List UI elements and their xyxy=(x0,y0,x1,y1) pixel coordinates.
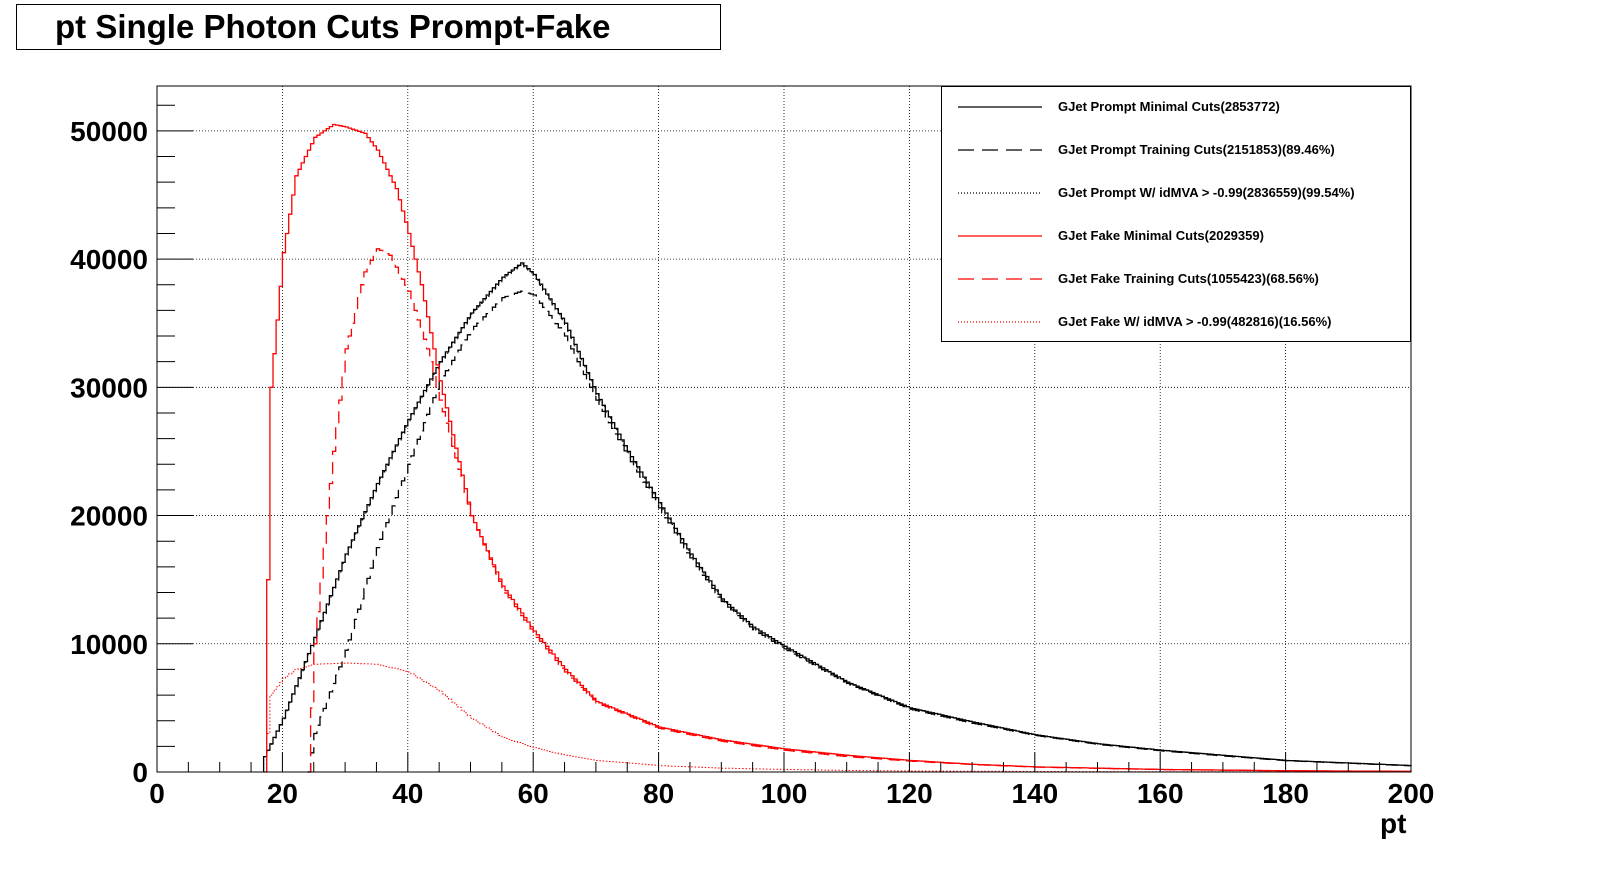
legend-item: GJet Fake W/ idMVA > -0.99(482816)(16.56… xyxy=(942,312,1410,332)
x-tick-label: 20 xyxy=(267,778,298,809)
x-tick-label: 0 xyxy=(149,778,165,809)
x-tick-label: 60 xyxy=(518,778,549,809)
legend-swatch xyxy=(958,149,1042,151)
chart-title: pt Single Photon Cuts Prompt-Fake xyxy=(55,8,611,45)
legend-label: GJet Fake W/ idMVA > -0.99(482816)(16.56… xyxy=(1058,314,1332,329)
axes-layer: 0 20 40 60 80 100 120 140 160 180 200 0 10000 20000 30… xyxy=(70,104,1435,809)
x-tick-label: 40 xyxy=(392,778,423,809)
legend-label: GJet Fake Minimal Cuts(2029359) xyxy=(1058,228,1264,243)
series-line-4 xyxy=(307,248,1411,773)
legend-label: GJet Fake Training Cuts(1055423)(68.56%) xyxy=(1058,271,1319,286)
y-tick-label: 0 xyxy=(132,757,148,788)
x-axis-label: pt xyxy=(1380,808,1407,839)
series-line-3 xyxy=(263,123,1412,773)
series-line-1 xyxy=(307,290,1412,773)
x-tick-label: 160 xyxy=(1137,778,1184,809)
x-tick-label: 180 xyxy=(1262,778,1309,809)
series-layer xyxy=(262,123,1412,773)
legend-label: GJet Prompt Training Cuts(2151853)(89.46… xyxy=(1058,142,1335,157)
x-tick-label: 80 xyxy=(643,778,674,809)
legend-label: GJet Prompt Minimal Cuts(2853772) xyxy=(1058,99,1280,114)
y-tick-label: 50000 xyxy=(70,116,148,147)
legend-label: GJet Prompt W/ idMVA > -0.99(2836559)(99… xyxy=(1058,185,1355,200)
legend-swatch xyxy=(958,235,1042,237)
x-tick-label: 120 xyxy=(886,778,933,809)
legend-swatch xyxy=(958,321,1042,323)
series-line-2 xyxy=(263,263,1412,772)
legend: GJet Prompt Minimal Cuts(2853772) GJet Pr… xyxy=(941,86,1411,342)
y-tick-label: 40000 xyxy=(70,244,148,275)
y-tick-label: 30000 xyxy=(70,372,148,403)
legend-swatch xyxy=(958,106,1042,108)
legend-item: GJet Prompt Minimal Cuts(2853772) xyxy=(942,97,1410,117)
legend-swatch xyxy=(958,192,1042,194)
x-tick-label: 200 xyxy=(1388,778,1435,809)
series-line-5 xyxy=(263,662,1411,773)
legend-swatch xyxy=(958,278,1042,280)
legend-item: GJet Fake Minimal Cuts(2029359) xyxy=(942,226,1410,246)
chart-title-box: pt Single Photon Cuts Prompt-Fake xyxy=(16,4,721,50)
x-tick-label: 100 xyxy=(761,778,808,809)
legend-item: GJet Fake Training Cuts(1055423)(68.56%) xyxy=(942,269,1410,289)
y-tick-label: 10000 xyxy=(70,629,148,660)
y-tick-label: 20000 xyxy=(70,501,148,532)
legend-item: GJet Prompt W/ idMVA > -0.99(2836559)(99… xyxy=(942,183,1410,203)
x-tick-label: 140 xyxy=(1011,778,1058,809)
legend-item: GJet Prompt Training Cuts(2151853)(89.46… xyxy=(942,140,1410,160)
